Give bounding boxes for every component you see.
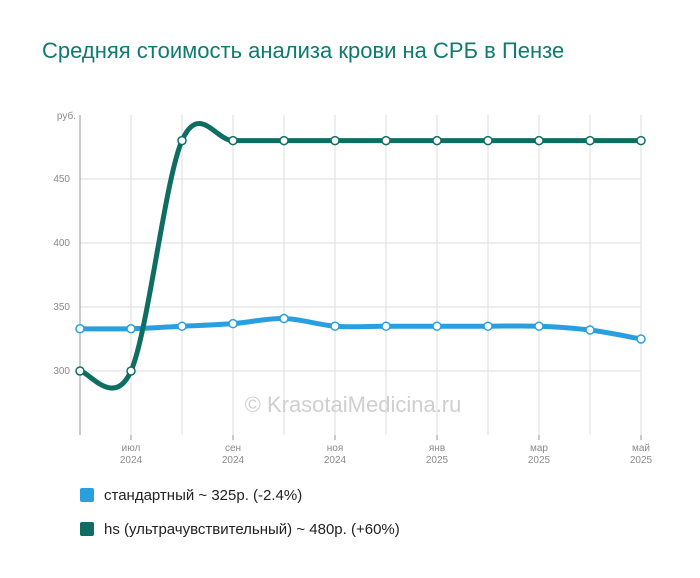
hs-data-point[interactable] — [279, 135, 289, 146]
x-tick-label-month: мар — [530, 443, 548, 454]
x-tick-label-month: ноя — [327, 443, 344, 454]
hs-data-point[interactable] — [177, 135, 187, 146]
page-title: Средняя стоимость анализа крови на СРБ в… — [42, 38, 565, 63]
axes: 300350400450руб.июл2024сен2024ноя2024янв… — [53, 110, 652, 466]
y-axis-unit-label: руб. — [57, 110, 76, 122]
x-tick-label-year: 2024 — [120, 455, 143, 466]
x-tick-label-year: 2024 — [222, 455, 245, 466]
hs-data-point[interactable] — [585, 135, 595, 146]
x-tick-label-year: 2025 — [528, 455, 551, 466]
standard-data-point[interactable] — [534, 321, 544, 331]
grid — [79, 115, 642, 435]
standard-data-point[interactable] — [177, 321, 187, 331]
hs-data-point[interactable] — [75, 366, 85, 376]
watermark: © KrasotaiMedicina.ru — [245, 392, 462, 417]
legend-swatch — [80, 488, 94, 502]
legend: стандартный ~ 325р. (-2.4%) hs (ультрачув… — [80, 484, 400, 552]
x-tick-label-month: янв — [429, 443, 445, 454]
hs-data-point[interactable] — [126, 366, 136, 376]
x-tick-label-year: 2025 — [426, 455, 449, 466]
standard-data-point[interactable] — [381, 321, 391, 331]
hs-series-line — [77, 121, 644, 391]
legend-label: стандартный ~ 325р. (-2.4%) — [104, 486, 303, 504]
standard-data-point[interactable] — [228, 318, 238, 329]
y-tick-label: 300 — [53, 366, 70, 377]
hs-data-point[interactable] — [636, 135, 646, 146]
legend-item[interactable]: стандартный ~ 325р. (-2.4%) — [80, 484, 400, 506]
hs-data-point[interactable] — [483, 135, 493, 146]
hs-data-point[interactable] — [432, 135, 442, 146]
x-tick-label-year: 2025 — [630, 455, 653, 466]
standard-series-line — [77, 316, 644, 342]
x-tick-label-month: сен — [225, 443, 241, 454]
hs-data-point[interactable] — [381, 135, 391, 146]
series-group — [77, 121, 644, 391]
standard-data-point[interactable] — [585, 325, 595, 335]
legend-item[interactable]: hs (ультрачувствительный) ~ 480р. (+60%) — [80, 518, 400, 540]
standard-data-point[interactable] — [636, 334, 646, 344]
x-tick-label-year: 2024 — [324, 455, 347, 466]
y-tick-label: 400 — [53, 238, 70, 249]
hs-data-point[interactable] — [228, 135, 238, 146]
legend-label: hs (ультрачувствительный) ~ 480р. (+60%) — [104, 520, 400, 538]
legend-swatch — [80, 522, 94, 536]
standard-data-point[interactable] — [432, 321, 442, 331]
points-group — [75, 135, 646, 376]
standard-data-point[interactable] — [126, 324, 136, 334]
x-tick-label-month: май — [632, 443, 650, 454]
standard-data-point[interactable] — [75, 324, 85, 334]
y-tick-label: 350 — [53, 302, 70, 313]
standard-data-point[interactable] — [279, 313, 289, 324]
y-tick-label: 450 — [53, 174, 70, 185]
hs-data-point[interactable] — [534, 135, 544, 146]
hs-data-point[interactable] — [330, 135, 340, 146]
x-tick-label-month: июл — [122, 443, 141, 454]
standard-data-point[interactable] — [483, 321, 493, 331]
standard-data-point[interactable] — [330, 321, 340, 331]
